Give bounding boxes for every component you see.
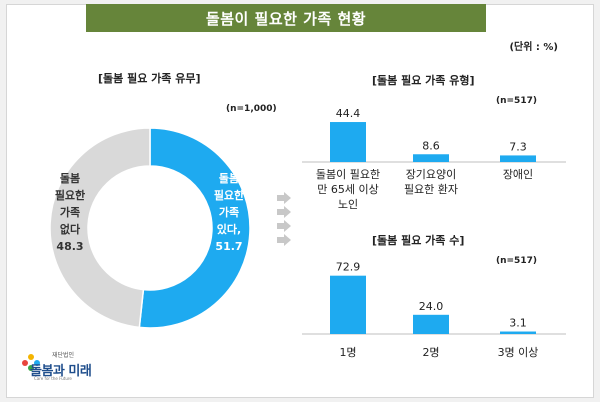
bar-2-2	[500, 331, 536, 334]
arrow-icon-2	[277, 220, 291, 232]
donut-slice-value-1: 48.3	[56, 240, 83, 253]
donut-slice-0	[138, 127, 251, 329]
bar-category-label-1-2-0: 장애인	[503, 168, 533, 181]
bar-category-label-2-1-0: 2명	[422, 346, 439, 359]
donut-slice-label-1-2: 가족	[60, 205, 80, 219]
bar-2-0	[330, 275, 366, 334]
arrow-icon-1	[277, 206, 291, 218]
donut-slice-label-0-2: 가족	[219, 205, 239, 219]
donut-slice-label-1-3: 없다	[60, 222, 81, 236]
donut-slice-1	[49, 127, 151, 329]
bar-category-label-2-2-0: 3명 이상	[498, 346, 539, 359]
donut-slice-label-1-0: 돌봄	[60, 171, 80, 185]
logo: 재단법인 돌봄과 미래 Care for the Future	[20, 348, 110, 384]
bar-category-label-2-0-0: 1명	[339, 346, 356, 359]
arrow-icon-0	[277, 192, 291, 204]
bar-category-label-1-0-2: 노인	[338, 198, 358, 211]
bar-value-label-1-0: 44.4	[336, 107, 361, 120]
bar-1-0	[330, 122, 366, 162]
count-chart-n-label: (n=517)	[496, 256, 537, 266]
bar-value-label-2-1: 24.0	[419, 300, 444, 313]
donut-slice-label-0-0: 돌봄	[219, 171, 239, 185]
bar-category-label-1-0-1: 만 65세 이상	[317, 183, 378, 196]
donut-slice-value-0: 51.7	[215, 240, 242, 253]
logo-main-text: 돌봄과 미래	[30, 364, 92, 379]
bar-1-2	[500, 155, 536, 162]
donut-n-label: (n=1,000)	[226, 104, 277, 114]
bar-category-label-1-0-0: 돌봄이 필요한	[316, 168, 380, 181]
bar-value-label-2-2: 3.1	[509, 317, 527, 330]
donut-title: [돌봄 필요 가족 유무]	[98, 72, 201, 85]
logo-small-text: 재단법인	[52, 352, 75, 359]
bar-category-label-1-1-0: 장기요양이	[406, 168, 457, 181]
unit-label: (단위 : %)	[509, 42, 558, 53]
bar-category-label-1-1-1: 필요한 환자	[404, 183, 458, 196]
bar-value-label-1-1: 8.6	[422, 139, 440, 152]
bar-2-1	[413, 314, 449, 334]
arrow-icon-3	[277, 234, 291, 246]
donut-slice-label-0-3: 있다,	[217, 222, 241, 236]
page-title: 돌봄이 필요한 가족 현황	[86, 4, 486, 32]
bar-value-label-1-2: 7.3	[509, 140, 527, 153]
logo-sub-text: Care for the Future	[34, 376, 72, 381]
page-frame	[6, 4, 594, 398]
donut-slice-label-1-1: 필요한	[55, 188, 85, 202]
type-chart-title: [돌봄 필요 가족 유형]	[372, 74, 475, 87]
logo-icon	[22, 354, 40, 371]
donut-slice-label-0-1: 필요한	[214, 188, 244, 202]
count-chart-title: [돌봄 필요 가족 수]	[372, 234, 465, 247]
bar-value-label-2-0: 72.9	[336, 261, 361, 274]
bar-1-1	[413, 154, 449, 162]
type-chart-n-label: (n=517)	[496, 96, 537, 106]
